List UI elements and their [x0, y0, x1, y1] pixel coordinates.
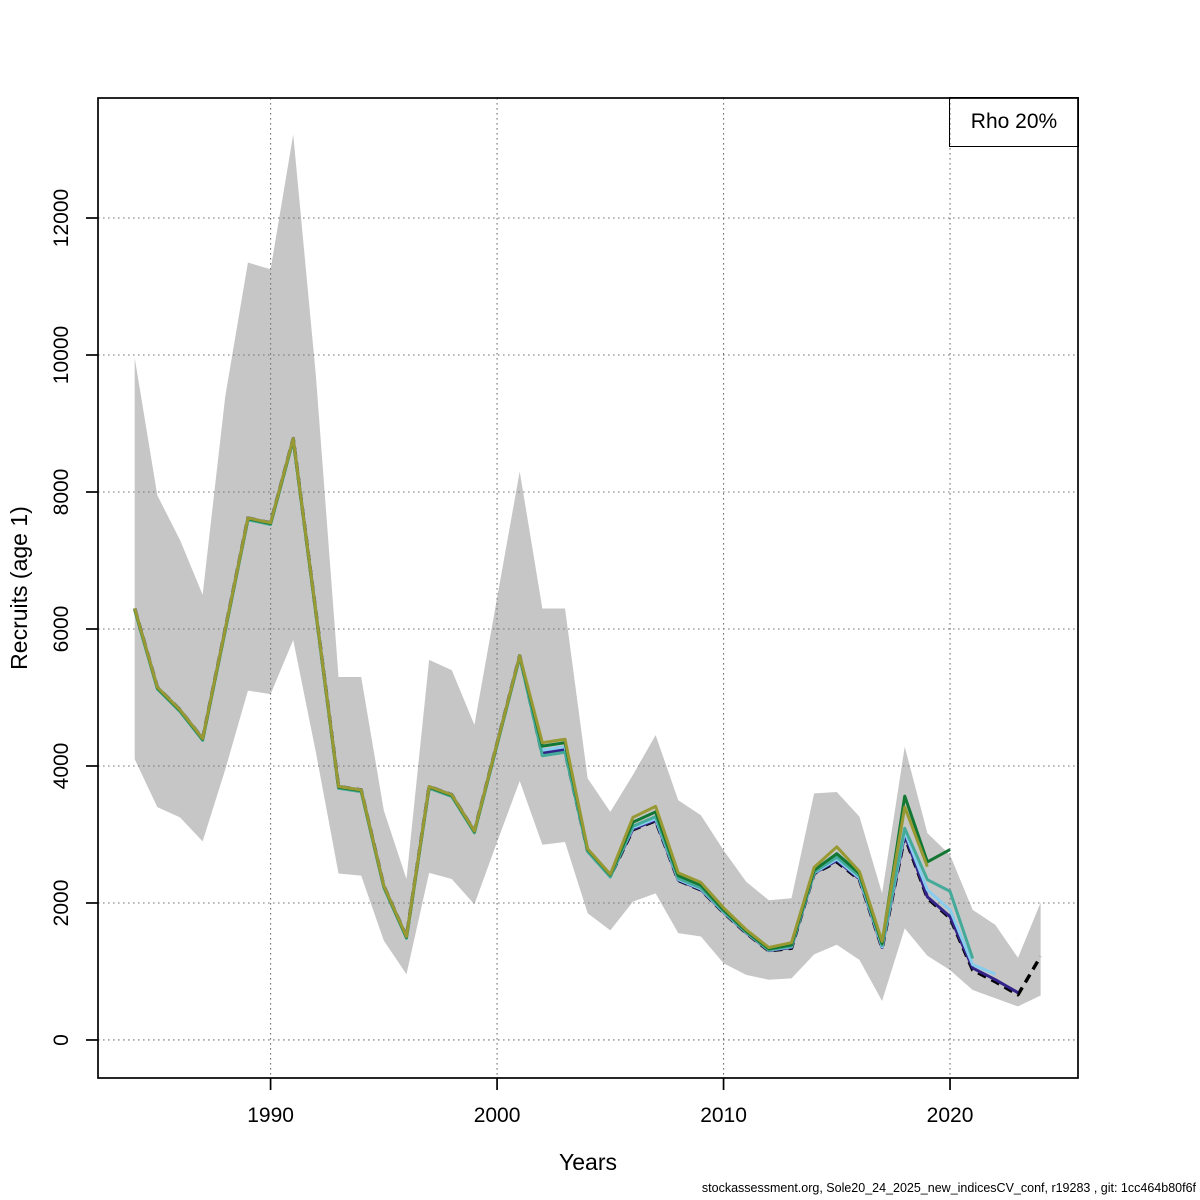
series-peel-2019: [133, 437, 929, 950]
x-tick-label: 1990: [247, 1104, 294, 1127]
confidence-band: [134, 134, 1041, 1007]
y-tick-label: 10000: [50, 326, 73, 384]
y-axis-title: Recruits (age 1): [6, 506, 32, 670]
chart-layers: 1990 2000 2010 2020 0 2000 4000 6000 8000 10000 12…: [50, 97, 1079, 1127]
y-tick-label: 8000: [50, 469, 73, 516]
y-tick-label: 12000: [50, 189, 73, 247]
legend-label: Rho 20%: [970, 110, 1058, 133]
x-tick-label: 2010: [700, 1104, 747, 1127]
x-tick-label: 2020: [927, 1104, 974, 1127]
y-tick-label: 4000: [50, 743, 73, 790]
x-tick-label: 2000: [474, 1104, 521, 1127]
legend-box: Rho 20%: [949, 97, 1079, 147]
y-tick-label: 2000: [50, 880, 73, 927]
y-tick-label: 6000: [50, 606, 73, 653]
footer-text: stockassessment.org, Sole20_24_2025_new_…: [701, 1181, 1196, 1195]
y-tick-label: 0: [50, 1034, 73, 1046]
x-axis-title: Years: [559, 1149, 617, 1175]
plot-border: [97, 97, 1079, 1079]
